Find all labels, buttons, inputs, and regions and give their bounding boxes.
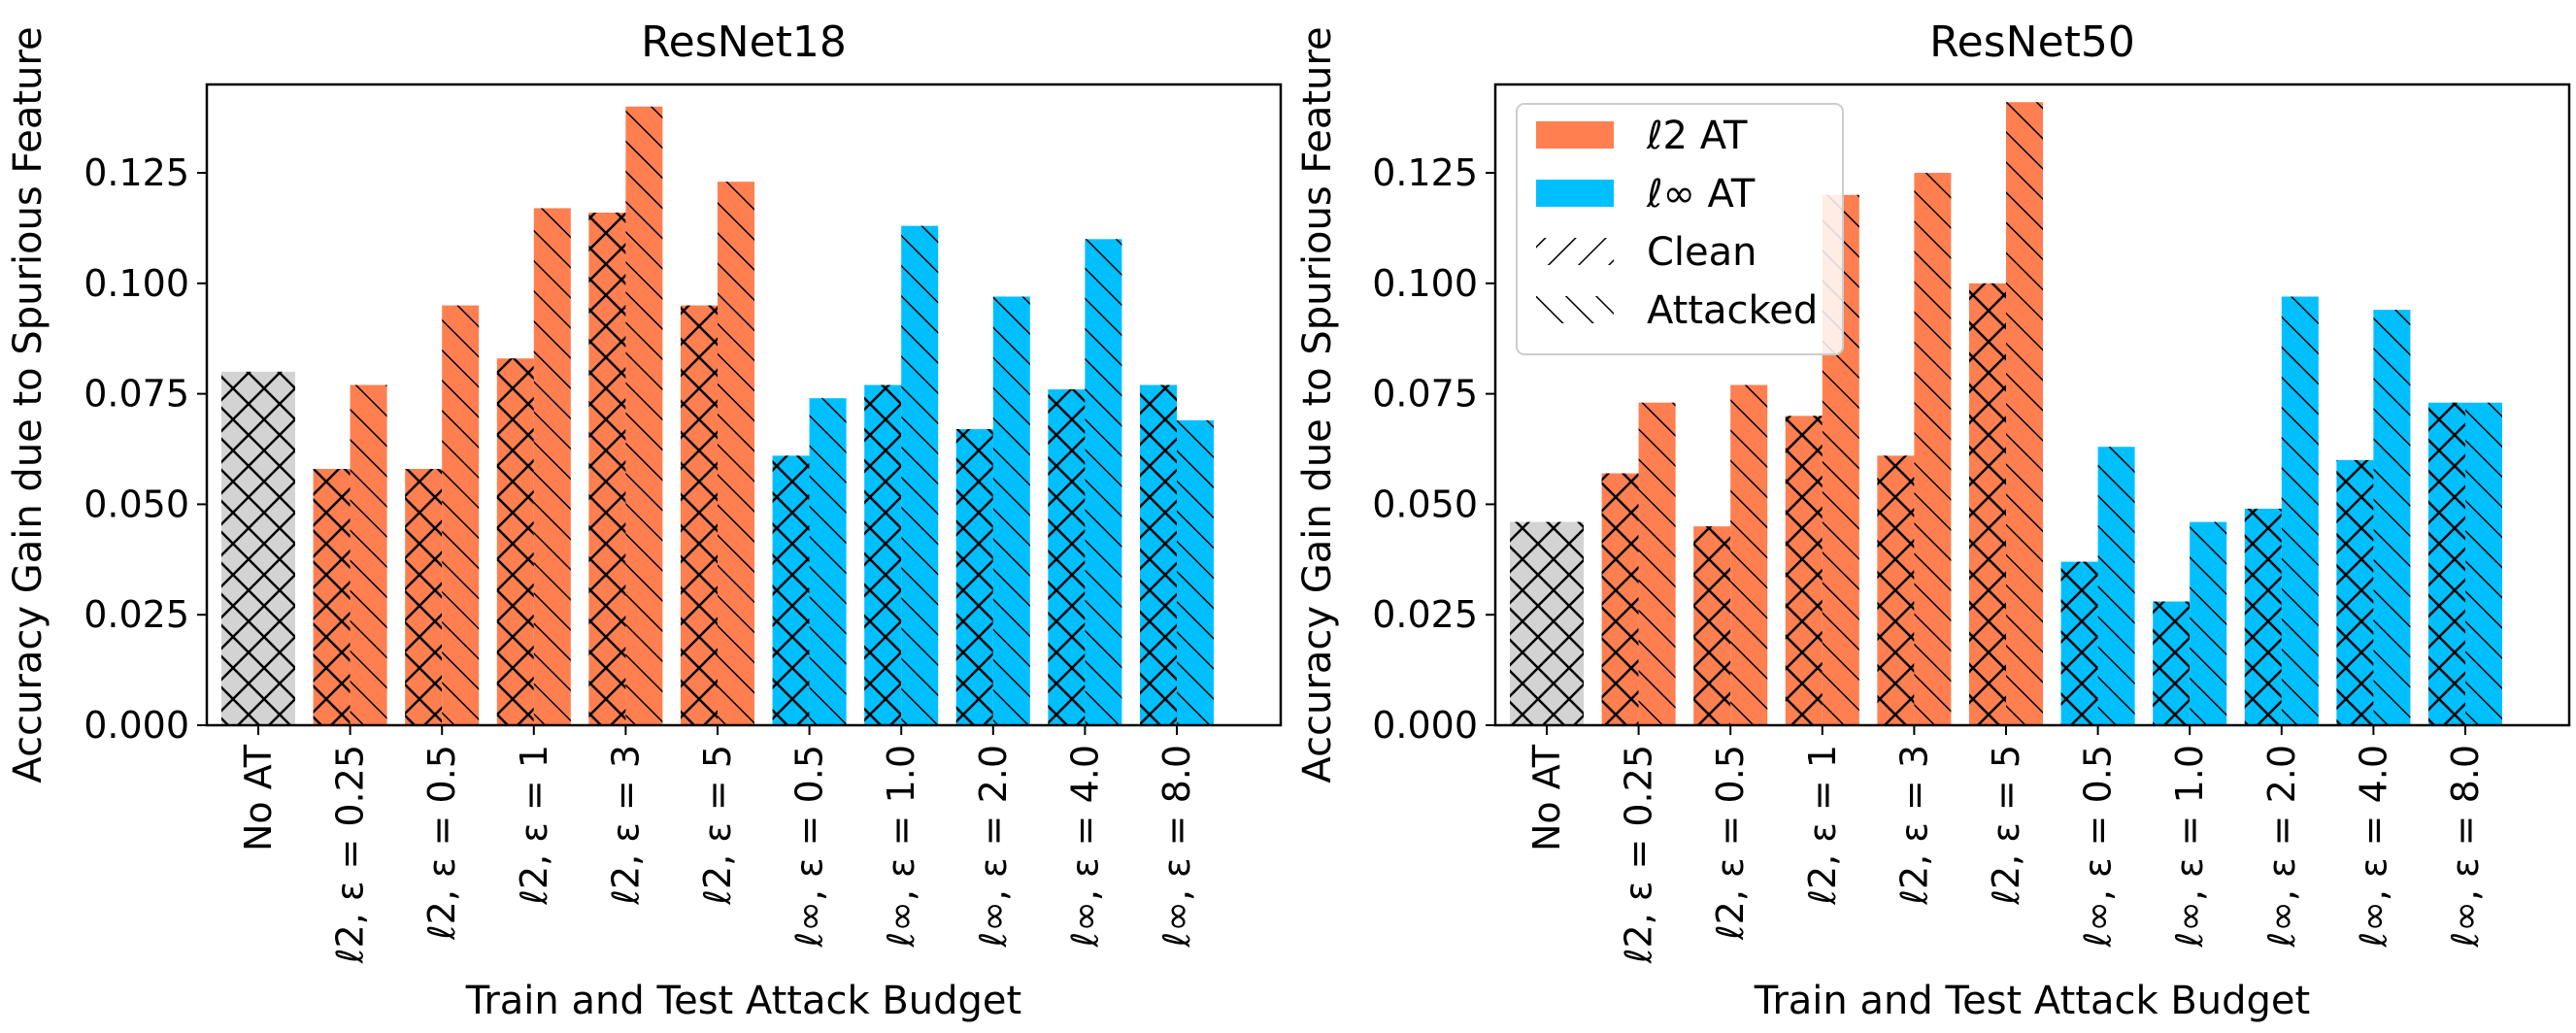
x-tick-label: ℓ2, ε = 0.25 <box>329 745 372 964</box>
bar-attacked-hatch <box>2097 447 2135 725</box>
bar-clean-hatch <box>1877 455 1915 725</box>
bar-attacked-hatch <box>2190 521 2227 725</box>
legend-swatch-linf <box>1536 180 1614 207</box>
bar-clean-hatch <box>1601 473 1639 725</box>
bar-attacked-hatch <box>901 225 939 726</box>
y-tick-label: 0.100 <box>84 262 189 305</box>
legend-label-clean: Clean <box>1647 230 1757 275</box>
y-tick-label: 0.075 <box>1372 373 1478 416</box>
x-tick-label: ℓ2, ε = 3 <box>604 745 647 906</box>
bar-clean-hatch <box>405 469 443 725</box>
x-tick-label: ℓ∞, ε = 1.0 <box>880 745 922 948</box>
x-tick-label: ℓ2, ε = 0.5 <box>420 745 463 941</box>
bar-clean-hatch <box>1510 521 1584 725</box>
bar-attacked-hatch <box>1177 419 1214 725</box>
x-tick-label: ℓ∞, ε = 2.0 <box>2260 745 2303 948</box>
chart-resnet18: ResNet18 Accuracy Gain due to Spurious F… <box>6 17 1283 1023</box>
bar-attacked-hatch <box>625 106 663 726</box>
x-tick-label: ℓ∞, ε = 8.0 <box>1155 745 1198 948</box>
x-tick-label: ℓ∞, ε = 0.5 <box>2077 745 2120 948</box>
bar-clean-hatch <box>313 469 351 725</box>
legend-label-l2: ℓ2 AT <box>1646 114 1748 158</box>
y-tick-label: 0.125 <box>84 151 189 194</box>
chart-resnet50: ResNet50 Accuracy Gain due to Spurious F… <box>1295 17 2571 1023</box>
y-tick-label: 0.075 <box>84 373 189 416</box>
bar-clean-hatch <box>2153 601 2191 725</box>
x-tick-label: ℓ2, ε = 5 <box>1985 745 2027 906</box>
bar-attacked-hatch <box>442 305 480 725</box>
chart-title: ResNet50 <box>1929 17 2135 67</box>
y-axis-label: Accuracy Gain due to Spurious Feature <box>6 26 50 783</box>
bar-clean-hatch <box>588 213 626 725</box>
y-tick-label: 0.025 <box>84 593 189 636</box>
x-tick-label: ℓ∞, ε = 1.0 <box>2168 745 2211 948</box>
x-tick-label: ℓ2, ε = 3 <box>1892 745 1935 906</box>
bar-attacked-hatch <box>2281 296 2319 725</box>
legend: ℓ2 AT ℓ∞ AT Clean Attacked <box>1516 103 1844 355</box>
bar-clean-hatch <box>1693 526 1731 725</box>
bar-attacked-hatch <box>1730 384 1768 725</box>
bar-attacked-hatch <box>809 398 847 725</box>
bar-clean-hatch <box>2428 402 2465 725</box>
x-tick-label: No AT <box>1525 744 1568 851</box>
legend-swatch-attacked <box>1536 296 1614 323</box>
x-tick-label: No AT <box>237 744 280 851</box>
x-tick-label: ℓ2, ε = 0.25 <box>1618 745 1660 964</box>
x-tick-label: ℓ∞, ε = 2.0 <box>972 745 1015 948</box>
bar-clean-hatch <box>1785 416 1823 725</box>
bar-attacked-hatch <box>2006 102 2043 725</box>
y-tick-label: 0.100 <box>1372 262 1478 305</box>
bar-clean-hatch <box>681 305 718 725</box>
y-tick-label: 0.050 <box>84 483 189 525</box>
y-tick-label: 0.000 <box>1372 704 1478 747</box>
x-tick-label: ℓ2, ε = 1 <box>1801 745 1844 906</box>
legend-label-linf: ℓ∞ AT <box>1646 172 1756 217</box>
bar-attacked-hatch <box>992 296 1030 725</box>
y-axis-label: Accuracy Gain due to Spurious Feature <box>1295 26 1340 783</box>
x-tick-label: ℓ2, ε = 0.5 <box>1709 745 1752 941</box>
bar-attacked-hatch <box>350 384 387 725</box>
x-axis-label: Train and Test Attack Budget <box>1754 979 2310 1023</box>
y-tick-label: 0.025 <box>1372 593 1478 636</box>
x-tick-label: ℓ2, ε = 5 <box>696 745 739 906</box>
y-tick-label: 0.050 <box>1372 483 1478 525</box>
x-tick-label: ℓ∞, ε = 8.0 <box>2444 745 2487 948</box>
bar-clean-hatch <box>2244 508 2282 725</box>
legend-swatch-clean <box>1536 238 1614 265</box>
bar-attacked-hatch <box>1914 173 1952 725</box>
legend-frame <box>1516 103 1844 355</box>
y-tick-label: 0.125 <box>1372 151 1478 194</box>
bar-clean-hatch <box>1140 384 1177 725</box>
bar-clean-hatch <box>2336 459 2374 725</box>
plot-frame <box>1493 83 2571 727</box>
bar-attacked-hatch <box>1085 239 1122 725</box>
bar-clean-hatch <box>1969 283 2006 725</box>
bar-attacked-hatch <box>2465 402 2502 725</box>
bar-clean-hatch <box>221 371 295 725</box>
x-tick-label: ℓ2, ε = 1 <box>513 745 555 906</box>
bar-clean-hatch <box>2060 561 2098 725</box>
bar-attacked-hatch <box>2373 310 2411 725</box>
bar-clean-hatch <box>864 384 902 725</box>
plot-frame <box>205 83 1283 727</box>
legend-label-attacked: Attacked <box>1647 288 1818 333</box>
bar-clean-hatch <box>772 455 810 725</box>
bar-clean-hatch <box>1048 389 1086 725</box>
chart-title: ResNet18 <box>641 17 847 67</box>
x-axis-label: Train and Test Attack Budget <box>465 979 1021 1023</box>
bar-clean-hatch <box>955 429 993 725</box>
x-tick-label: ℓ∞, ε = 4.0 <box>1063 745 1106 948</box>
bar-attacked-hatch <box>1638 402 1676 725</box>
x-tick-label: ℓ∞, ε = 0.5 <box>788 745 831 948</box>
legend-swatch-l2 <box>1536 121 1614 149</box>
bar-attacked-hatch <box>533 208 571 726</box>
bar-attacked-hatch <box>718 182 754 725</box>
x-tick-label: ℓ∞, ε = 4.0 <box>2352 745 2394 948</box>
y-tick-label: 0.000 <box>84 704 189 747</box>
bar-clean-hatch <box>496 358 534 725</box>
